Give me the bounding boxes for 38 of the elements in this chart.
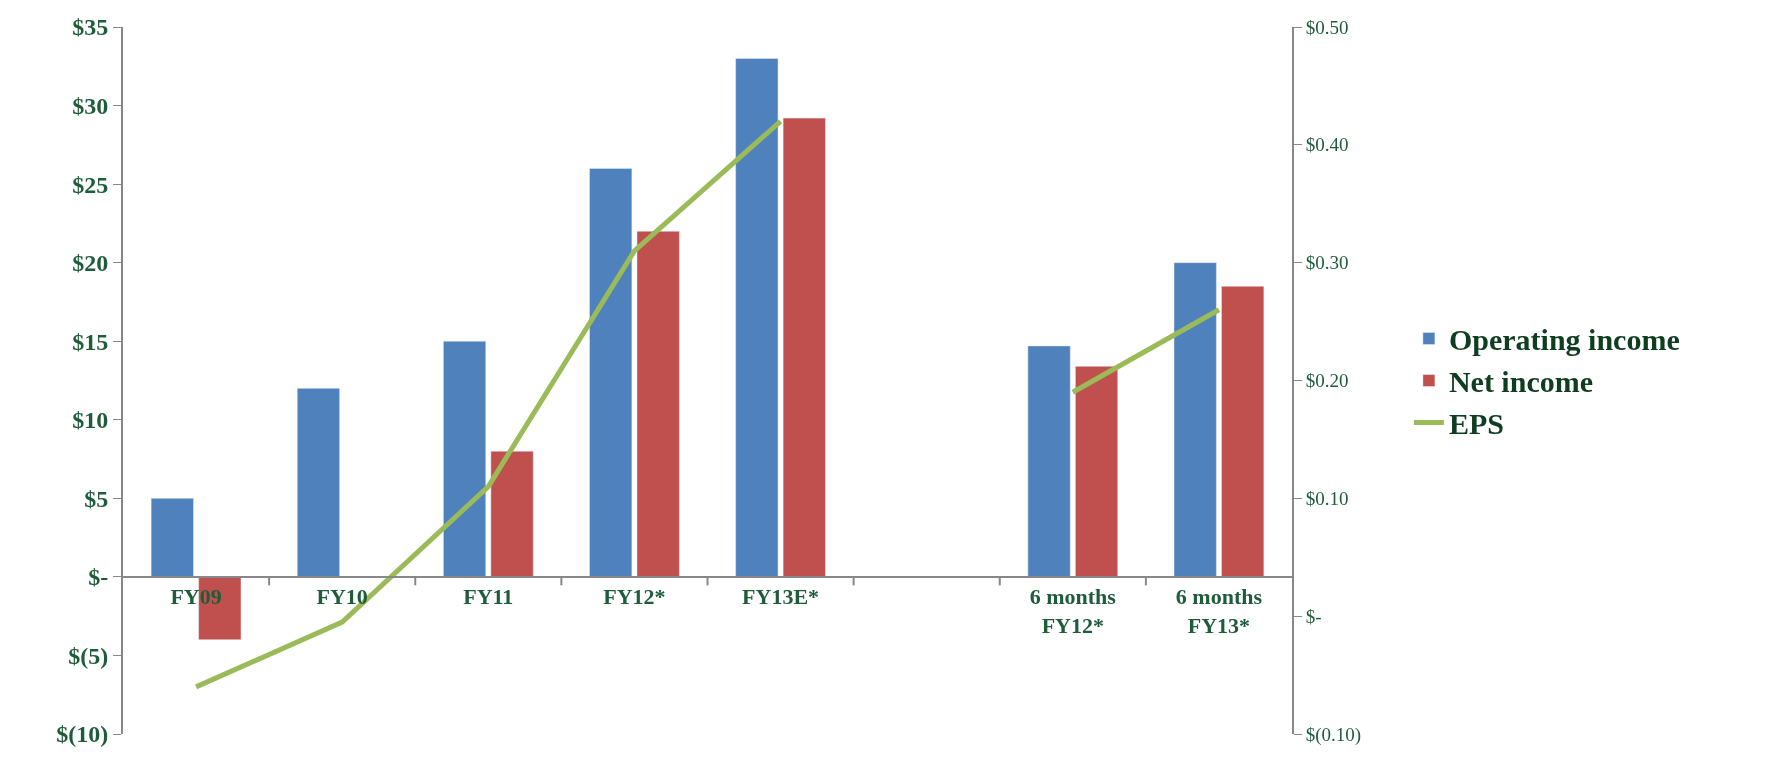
x-tick-label: FY13E*: [742, 584, 820, 610]
y-tick-label: $30: [72, 92, 109, 119]
bar: [636, 230, 680, 578]
legend-label: EPS: [1448, 407, 1504, 441]
y-tick-label: $20: [72, 250, 109, 277]
x-tick-label: 6 months FY13*: [1175, 584, 1263, 638]
x-tick-label: FY12*: [603, 584, 666, 610]
y-tick-label: $5: [84, 485, 109, 512]
bar: [1027, 345, 1071, 578]
x-tick-label: FY10: [316, 584, 368, 610]
y-tick-label: $35: [72, 14, 109, 41]
bar: [443, 340, 487, 578]
bar: [297, 388, 340, 578]
y2-tick-label: $-: [1305, 605, 1322, 627]
y2-tick-label: $0.10: [1305, 487, 1349, 509]
bar: [782, 117, 826, 578]
y-tick-label: $25: [72, 171, 109, 198]
y2-tick-label: $0.40: [1305, 134, 1349, 156]
y2-tick-label: $0.20: [1305, 370, 1349, 392]
bar: [150, 498, 194, 578]
bar: [735, 58, 779, 578]
legend-label: Net income: [1448, 365, 1594, 399]
y2-tick-label: $0.30: [1305, 252, 1349, 274]
x-tick-label: FY11: [463, 584, 514, 610]
y-tick-label: $10: [72, 407, 109, 434]
bar: [490, 450, 534, 578]
bar: [589, 168, 633, 578]
bar: [1221, 285, 1265, 578]
legend-label: Operating income: [1448, 323, 1680, 357]
y-tick-label: $-: [88, 564, 109, 591]
y2-tick-label: $0.50: [1305, 16, 1349, 38]
y-tick-label: $(10): [56, 721, 109, 748]
bar: [1173, 262, 1217, 578]
bar: [1075, 366, 1118, 578]
y-tick-label: $(5): [68, 642, 109, 669]
x-tick-label: 6 months FY12*: [1029, 584, 1117, 638]
y-tick-label: $15: [72, 328, 109, 355]
y2-tick-label: $(0.10): [1305, 723, 1362, 746]
